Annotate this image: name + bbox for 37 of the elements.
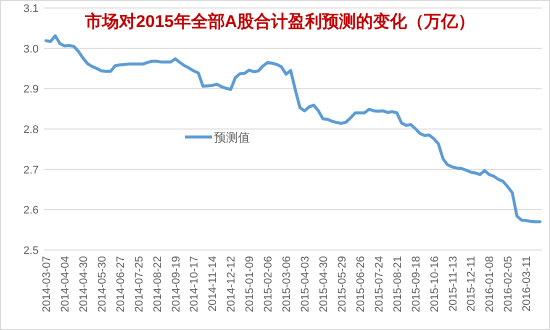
x-tick-label: 2014-09-19: [170, 256, 182, 312]
x-tick-label: 2015-10-16: [428, 256, 441, 312]
x-tick-label: 2014-04-30: [78, 256, 90, 312]
y-tick-label: 2.8: [23, 124, 39, 136]
legend-label: 预测值: [214, 130, 250, 144]
x-tick-label: 2014-07-25: [133, 256, 146, 312]
x-tick-label: 2015-09-18: [410, 256, 422, 312]
x-tick-label: 2015-06-26: [354, 256, 367, 312]
y-tick-label: 3.0: [23, 43, 39, 56]
y-tick-label: 2.7: [23, 164, 39, 176]
x-tick-label: 2015-04-30: [318, 256, 330, 312]
x-tick-label: 2015-01-09: [244, 256, 256, 312]
x-tick-label: 2014-08-22: [152, 256, 164, 312]
x-tick-label: 2014-12-12: [226, 256, 238, 312]
x-tick-label: 2014-03-07: [41, 256, 53, 312]
x-tick-label: 2016-02-05: [502, 256, 515, 312]
x-tick-label: 2015-11-13: [447, 256, 460, 312]
x-tick-label: 2014-06-27: [114, 256, 127, 312]
x-tick-label: 2015-02-06: [262, 256, 275, 312]
x-tick-label: 2014-10-17: [188, 256, 201, 312]
x-tick-label: 2015-03-06: [281, 256, 294, 312]
line-series: [44, 34, 542, 224]
y-tick-label: 2.5: [23, 245, 39, 257]
x-tick-label: 2014-11-14: [207, 256, 220, 312]
x-tick-label: 2016-03-11: [521, 256, 534, 312]
x-tick-label: 2014-05-30: [96, 256, 108, 312]
y-tick-label: 3.1: [23, 3, 39, 15]
x-tick-label: 2014-04-04: [59, 256, 72, 312]
x-tick-label: 2015-04-03: [300, 256, 312, 312]
y-tick-label: 2.9: [23, 84, 39, 96]
x-tick-label: 2015-07-24: [373, 256, 386, 312]
x-tick-label: 2015-08-21: [392, 256, 404, 312]
x-tick-label: 2015-05-29: [336, 256, 348, 312]
x-tick-label: 2016-01-08: [484, 256, 496, 312]
x-tick-label: 2015-12-11: [466, 256, 478, 312]
y-tick-label: 2.6: [23, 204, 39, 217]
chart-title: 市场对2015年全部A股合计盈利预测的变化（万亿）: [84, 12, 476, 31]
